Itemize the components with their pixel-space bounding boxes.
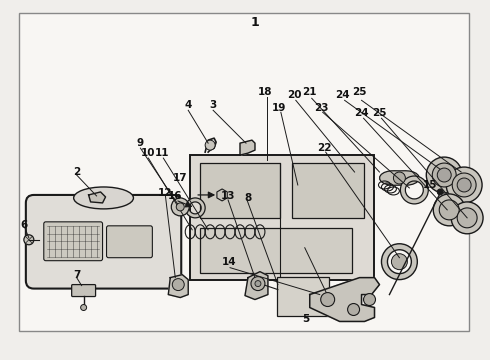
Circle shape: [433, 194, 465, 226]
Text: 13: 13: [221, 191, 235, 201]
FancyBboxPatch shape: [106, 226, 152, 258]
Text: 12: 12: [158, 188, 172, 198]
Circle shape: [439, 200, 459, 220]
Text: 24: 24: [354, 108, 369, 118]
Circle shape: [437, 189, 443, 195]
Text: 6: 6: [20, 220, 27, 230]
Bar: [19, 13, 469, 332]
Bar: [200, 228, 352, 273]
Text: 25: 25: [352, 87, 367, 97]
Text: 23: 23: [315, 103, 329, 113]
Text: 7: 7: [73, 270, 80, 280]
FancyBboxPatch shape: [72, 285, 96, 297]
FancyBboxPatch shape: [44, 222, 102, 261]
Circle shape: [251, 276, 265, 291]
Text: 16: 16: [168, 191, 182, 201]
Text: 21: 21: [302, 87, 317, 97]
Text: 15: 15: [423, 180, 438, 190]
Circle shape: [392, 254, 407, 270]
Text: 10: 10: [141, 148, 156, 158]
Text: 19: 19: [271, 103, 286, 113]
Circle shape: [446, 167, 482, 203]
Circle shape: [172, 198, 189, 216]
Circle shape: [172, 279, 184, 291]
Polygon shape: [240, 140, 255, 155]
Text: 3: 3: [210, 100, 217, 110]
Polygon shape: [168, 275, 188, 298]
Text: 5: 5: [302, 314, 309, 324]
Circle shape: [393, 172, 405, 184]
FancyBboxPatch shape: [277, 276, 329, 316]
Circle shape: [432, 163, 456, 187]
Bar: [200, 163, 280, 218]
Circle shape: [347, 303, 360, 315]
Circle shape: [451, 202, 483, 234]
Polygon shape: [89, 192, 105, 203]
Ellipse shape: [74, 187, 133, 209]
Text: 1: 1: [250, 16, 259, 29]
Text: 17: 17: [173, 173, 188, 183]
Bar: [190, 155, 374, 280]
Polygon shape: [310, 278, 379, 321]
Circle shape: [457, 208, 477, 228]
Circle shape: [81, 305, 87, 310]
Circle shape: [437, 168, 451, 182]
Circle shape: [24, 235, 34, 245]
Text: 25: 25: [372, 108, 387, 118]
Bar: [292, 163, 364, 218]
Text: 24: 24: [335, 90, 350, 100]
Circle shape: [452, 173, 476, 197]
Text: 9: 9: [137, 138, 144, 148]
FancyBboxPatch shape: [26, 195, 181, 289]
Circle shape: [205, 140, 215, 150]
Circle shape: [457, 178, 471, 192]
Text: 8: 8: [245, 193, 251, 203]
Circle shape: [255, 280, 261, 287]
Text: 20: 20: [288, 90, 302, 100]
Polygon shape: [380, 171, 419, 185]
Text: 22: 22: [318, 143, 332, 153]
Circle shape: [321, 293, 335, 306]
Circle shape: [426, 157, 462, 193]
Text: 2: 2: [73, 167, 80, 177]
Text: 4: 4: [185, 100, 192, 110]
Circle shape: [176, 203, 184, 211]
Polygon shape: [245, 272, 268, 300]
Text: 14: 14: [222, 257, 236, 267]
Circle shape: [364, 293, 375, 306]
Text: 11: 11: [155, 148, 170, 158]
Text: 18: 18: [258, 87, 272, 97]
